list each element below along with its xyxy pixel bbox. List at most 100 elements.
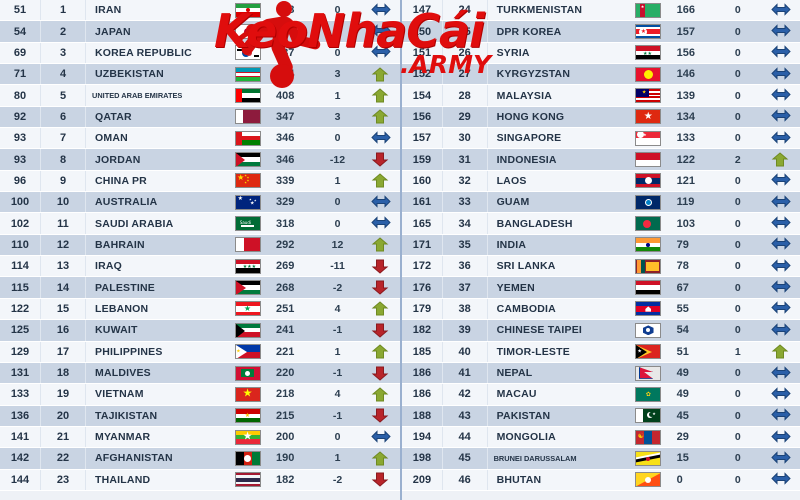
country-name[interactable]: HONG KONG	[486, 106, 626, 128]
country-name[interactable]: AFGHANISTAN	[85, 448, 225, 469]
country-name[interactable]: TURKMENISTAN	[486, 0, 626, 21]
table-row[interactable]: 115 14 PALESTINE 268 -2	[0, 277, 400, 299]
table-row[interactable]: 93 8 JORDAN 346 -12	[0, 149, 400, 171]
country-name[interactable]: PHILIPPINES	[85, 341, 225, 362]
country-name[interactable]: AUSTRALIA	[85, 192, 225, 213]
points-value: 15	[676, 452, 689, 465]
country-name[interactable]: JORDAN	[85, 149, 225, 170]
table-row[interactable]: 157 30 SINGAPORE ★★ 133 0	[402, 128, 800, 150]
country-name[interactable]: MONGOLIA	[486, 426, 626, 448]
table-row[interactable]: 142 22 AFGHANISTAN 190 1	[0, 448, 400, 470]
table-row[interactable]: 51 1 IRAN 508 0	[0, 0, 400, 22]
country-name[interactable]: MALAYSIA	[486, 85, 626, 106]
table-row[interactable]: 186 41 NEPAL 49 0	[402, 362, 800, 385]
movement-same-arrow-icon	[371, 216, 391, 231]
country-name[interactable]: GUAM	[486, 192, 626, 213]
country-name[interactable]: BANGLADESH	[486, 213, 626, 234]
country-name[interactable]: LEBANON	[85, 298, 225, 320]
table-row[interactable]: 156 29 HONG KONG ★ 134 0	[402, 106, 800, 129]
table-row[interactable]: 125 16 KUWAIT 241 -1	[0, 320, 400, 342]
table-row[interactable]: 198 45 BRUNEI DARUSSALAM 15 0	[402, 448, 800, 470]
country-name[interactable]: UNITED ARAB EMIRATES	[85, 85, 225, 106]
country-name[interactable]: SINGAPORE	[486, 128, 626, 149]
table-row[interactable]: 186 42 MACAU ✿ 49 0	[402, 384, 800, 406]
country-name[interactable]: INDONESIA	[486, 149, 626, 170]
flag-icon-la	[635, 173, 662, 189]
country-name[interactable]: NEPAL	[486, 362, 626, 384]
country-name[interactable]: SAUDI ARABIA	[85, 213, 225, 234]
table-row[interactable]: 129 17 PHILIPPINES ★ 221 1	[0, 341, 400, 363]
table-row[interactable]: 71 4 UZBEKISTAN 424 3	[0, 64, 400, 86]
table-row[interactable]: 159 31 INDONESIA 122 2	[402, 149, 800, 171]
country-name[interactable]: CAMBODIA	[486, 298, 626, 320]
table-row[interactable]: 209 46 BHUTAN 0 0	[402, 469, 800, 491]
country-name[interactable]: YEMEN	[486, 277, 626, 298]
country-name[interactable]: TIMOR-LESTE	[486, 341, 626, 362]
table-row[interactable]: 141 21 MYANMAR ★ 200 0	[0, 426, 400, 449]
country-name[interactable]: CHINESE TAIPEI	[486, 320, 626, 341]
table-row[interactable]: 122 15 LEBANON ★ 251 4	[0, 298, 400, 321]
table-row[interactable]: 114 13 IRAQ ★★★ 269 -11	[0, 256, 400, 278]
table-row[interactable]: 154 28 MALAYSIA ★ 139 0	[402, 85, 800, 107]
country-name[interactable]: JAPAN	[85, 21, 225, 42]
country-name[interactable]: QATAR	[85, 106, 225, 128]
country-name[interactable]: PAKISTAN	[486, 405, 626, 426]
table-row[interactable]: 172 36 SRI LANKA 78 0	[402, 256, 800, 278]
table-row[interactable]: 92 6 QATAR 347 3	[0, 106, 400, 129]
country-name[interactable]: BHUTAN	[486, 469, 626, 490]
country-name[interactable]: MALDIVES	[85, 362, 225, 384]
country-name[interactable]: BRUNEI DARUSSALAM	[486, 448, 626, 469]
table-row[interactable]: 54 2 JAPAN 493 0	[0, 21, 400, 43]
world-rank: 186	[412, 388, 432, 401]
table-row[interactable]: 176 37 YEMEN 67 0	[402, 277, 800, 299]
table-row[interactable]: 69 3 KOREA REPUBLIC 487 0	[0, 42, 400, 65]
table-row[interactable]: 179 38 CAMBODIA 55 0	[402, 298, 800, 321]
table-row[interactable]: 131 18 MALDIVES 220 -1	[0, 362, 400, 385]
country-name[interactable]: LAOS	[486, 170, 626, 192]
table-row[interactable]: 152 27 KYRGYZSTAN 146 0	[402, 64, 800, 86]
table-row[interactable]: 144 23 THAILAND 182 -2	[0, 469, 400, 491]
table-row[interactable]: 136 20 TAJIKISTAN ★ 215 -1	[0, 405, 400, 427]
country-name[interactable]: KUWAIT	[85, 320, 225, 341]
table-row[interactable]: 151 26 SYRIA ★★ 156 0	[402, 42, 800, 65]
country-name[interactable]: TAJIKISTAN	[85, 405, 225, 426]
table-row[interactable]: 188 43 PAKISTAN ★ 45 0	[402, 405, 800, 427]
table-row[interactable]: 110 12 BAHRAIN 292 12	[0, 234, 400, 257]
table-row[interactable]: 194 44 MONGOLIA ☯ 29 0	[402, 426, 800, 449]
country-name[interactable]: OMAN	[85, 128, 225, 149]
country-name[interactable]: BAHRAIN	[85, 234, 225, 256]
table-row[interactable]: 133 19 VIETNAM ★ 218 4	[0, 384, 400, 406]
country-name[interactable]: SRI LANKA	[486, 256, 626, 277]
country-name[interactable]: VIETNAM	[85, 384, 225, 405]
afc-rank: 33	[441, 192, 487, 213]
country-name[interactable]: MYANMAR	[85, 426, 225, 448]
table-row[interactable]: 80 5 UNITED ARAB EMIRATES 408 1	[0, 85, 400, 107]
country-name[interactable]: KYRGYZSTAN	[486, 64, 626, 85]
table-row[interactable]: 185 40 TIMOR-LESTE ★ 51 1	[402, 341, 800, 363]
table-row[interactable]: 165 34 BANGLADESH 103 0	[402, 213, 800, 235]
country-name[interactable]: IRAN	[85, 0, 225, 21]
afc-rank: 1	[40, 0, 85, 21]
country-name[interactable]: CHINA PR	[85, 170, 225, 192]
table-row[interactable]: 160 32 LAOS 121 0	[402, 170, 800, 193]
country-name[interactable]: SYRIA	[486, 42, 626, 64]
country-name[interactable]: INDIA	[486, 234, 626, 256]
table-row[interactable]: 93 7 OMAN 346 0	[0, 128, 400, 150]
table-row[interactable]: 100 10 AUSTRALIA ★ ★ ★ ★ 329 0	[0, 192, 400, 214]
country-name[interactable]: KOREA REPUBLIC	[85, 42, 225, 64]
country-name[interactable]: UZBEKISTAN	[85, 64, 225, 85]
table-row[interactable]: 96 9 CHINA PR ★ ★ ★ ★ ★ 339 1	[0, 170, 400, 193]
country-name[interactable]: MACAU	[486, 384, 626, 405]
table-row[interactable]: 182 39 CHINESE TAIPEI 54 0	[402, 320, 800, 342]
country-name[interactable]: PALESTINE	[85, 277, 225, 298]
country-flag-cell	[225, 85, 270, 105]
country-flag-cell: ★	[225, 406, 270, 426]
table-row[interactable]: 102 11 SAUDI ARABIA Saudi 318 0	[0, 213, 400, 235]
country-name[interactable]: THAILAND	[85, 469, 225, 490]
country-name[interactable]: IRAQ	[85, 256, 225, 277]
table-row[interactable]: 171 35 INDIA 79 0	[402, 234, 800, 257]
country-name[interactable]: DPR KOREA	[486, 21, 626, 42]
table-row[interactable]: 147 24 TURKMENISTAN ★ 166 0	[402, 0, 800, 22]
table-row[interactable]: 150 25 DPR KOREA ★ 157 0	[402, 21, 800, 43]
table-row[interactable]: 161 33 GUAM 119 0	[402, 192, 800, 214]
